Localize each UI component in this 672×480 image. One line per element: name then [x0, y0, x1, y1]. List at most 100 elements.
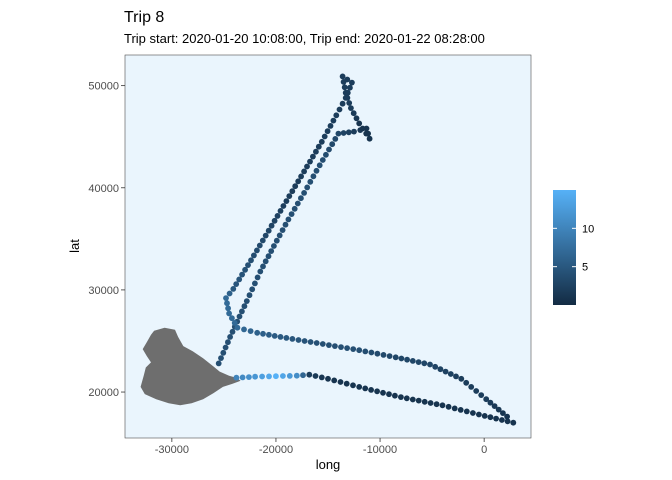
- x-tick-label: -10000: [363, 444, 397, 456]
- track-point: [409, 358, 416, 364]
- track-point: [362, 348, 369, 355]
- track-point: [283, 198, 290, 205]
- track-point: [327, 123, 334, 129]
- track-point: [432, 363, 439, 370]
- land-mass: [140, 327, 241, 406]
- track-point: [345, 129, 352, 136]
- track-point: [341, 84, 348, 91]
- track-point: [316, 162, 323, 169]
- track-point: [356, 120, 363, 127]
- track-point: [291, 205, 298, 212]
- track-point: [273, 373, 279, 380]
- track-point: [344, 89, 351, 96]
- track-point: [368, 349, 375, 356]
- track-point: [271, 243, 277, 249]
- track-point: [442, 368, 449, 375]
- track-point: [326, 342, 332, 348]
- track-point: [218, 355, 224, 361]
- track-point: [415, 397, 422, 404]
- y-axis-label: lat: [67, 239, 82, 253]
- track-point: [262, 232, 269, 239]
- track-point: [348, 105, 354, 111]
- track-point: [415, 359, 422, 365]
- track-point: [476, 411, 482, 418]
- track-point: [304, 184, 311, 191]
- track-point: [298, 173, 304, 180]
- track-point: [349, 79, 355, 86]
- track-point: [262, 258, 269, 265]
- track-point: [312, 373, 319, 379]
- track-point: [229, 328, 236, 335]
- track-point: [280, 203, 287, 209]
- track-point: [310, 153, 316, 160]
- track-point: [271, 333, 278, 339]
- track-point: [246, 292, 253, 299]
- track-point: [487, 414, 494, 421]
- track-point: [259, 373, 265, 380]
- track-point: [248, 257, 254, 264]
- track-point: [403, 395, 410, 402]
- track-point: [458, 375, 465, 382]
- y-tick-label: 40000: [88, 183, 119, 195]
- track-point: [332, 343, 338, 349]
- track-point: [280, 373, 286, 379]
- track-point: [260, 330, 266, 337]
- track-point: [223, 295, 229, 301]
- track-point: [347, 84, 353, 91]
- track-point: [344, 76, 351, 83]
- track-point: [392, 354, 399, 361]
- track-point: [336, 106, 343, 113]
- track-point: [289, 336, 296, 342]
- track-point: [298, 195, 304, 202]
- track-point: [310, 173, 317, 180]
- track-point: [226, 290, 233, 297]
- track-point: [495, 406, 502, 413]
- track-point: [288, 211, 295, 218]
- track-point: [241, 303, 248, 310]
- track-point: [319, 341, 326, 347]
- track-point: [300, 372, 306, 379]
- track-point: [252, 373, 258, 380]
- track-point: [453, 373, 459, 380]
- track-point: [227, 334, 234, 340]
- track-point: [313, 340, 320, 346]
- track-point: [220, 349, 227, 356]
- track-point: [239, 308, 245, 315]
- track-point: [339, 100, 346, 107]
- track-point: [491, 403, 498, 409]
- track-point: [483, 396, 490, 403]
- track-point: [277, 208, 284, 214]
- legend-colorbar: [553, 190, 576, 305]
- track-point: [380, 389, 386, 396]
- track-point: [338, 344, 344, 350]
- track-point: [265, 227, 272, 234]
- track-point: [256, 242, 263, 249]
- chart-subtitle: Trip start: 2020-01-20 10:08:00, Trip en…: [124, 31, 485, 46]
- track-point: [307, 339, 314, 345]
- track-point: [239, 271, 246, 278]
- track-point: [344, 345, 350, 351]
- track-point: [241, 326, 247, 333]
- legend-tick-label: 5: [582, 262, 588, 274]
- track-point: [445, 403, 452, 410]
- track-point: [421, 360, 428, 367]
- track-point: [283, 335, 290, 341]
- track-point: [504, 418, 511, 425]
- track-point: [215, 360, 222, 367]
- track-point: [362, 385, 369, 392]
- x-axis-label: long: [316, 457, 341, 472]
- track-point: [433, 401, 440, 408]
- track-point: [350, 110, 357, 117]
- track-point: [350, 382, 356, 389]
- color-legend: 5 10: [553, 190, 594, 305]
- track-point: [249, 286, 256, 293]
- track-point: [306, 371, 313, 378]
- x-tick-label: -20000: [259, 444, 293, 456]
- track-point: [251, 252, 257, 259]
- track-point: [326, 146, 332, 153]
- track-point: [351, 128, 357, 135]
- track-point: [319, 157, 326, 163]
- track-point: [245, 262, 251, 268]
- track-point: [363, 130, 370, 137]
- track-point: [386, 353, 393, 359]
